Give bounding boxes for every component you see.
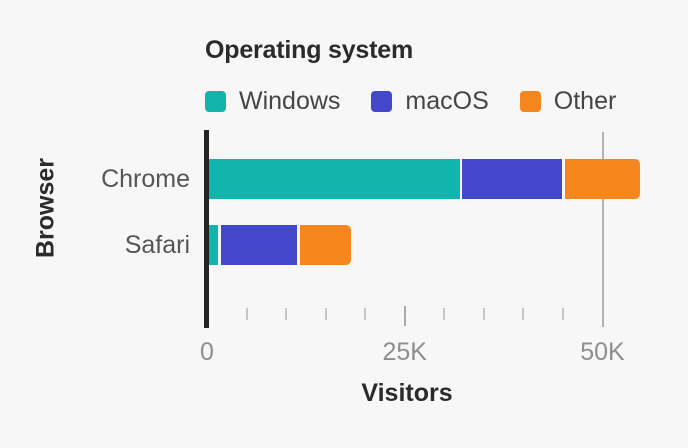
- axis-tick-5000: [245, 308, 248, 320]
- gridline-50000: [601, 132, 604, 327]
- legend-item-windows[interactable]: Windows: [205, 87, 340, 116]
- axis-tick-20000: [364, 308, 367, 320]
- axis-tick-40000: [522, 308, 525, 320]
- legend-item-macos[interactable]: macOS: [371, 87, 489, 116]
- category-label-safari: Safari: [124, 231, 190, 259]
- tick-label-25K: 25K: [382, 338, 427, 366]
- bar-segment-safari-other[interactable]: [299, 225, 352, 265]
- tick-label-50K: 50K: [580, 338, 625, 366]
- bar-segment-chrome-macos[interactable]: [462, 159, 563, 199]
- legend-title: Operating system: [205, 36, 413, 64]
- legend-item-other[interactable]: Other: [519, 87, 617, 116]
- axis-tick-15000: [324, 308, 327, 320]
- legend-swatch-windows: [205, 91, 226, 112]
- bar-segment-chrome-other[interactable]: [564, 159, 641, 199]
- axis-tick-30000: [443, 308, 446, 320]
- legend-swatch-other: [519, 91, 541, 112]
- legend-swatch-macos: [371, 91, 393, 112]
- x-axis-title: Visitors: [361, 379, 453, 407]
- legend: Windows macOS Other: [205, 87, 616, 116]
- bar-segment-chrome-windows[interactable]: [209, 159, 460, 199]
- bar-segment-safari-windows[interactable]: [209, 225, 219, 265]
- axis-tick-10000: [285, 308, 288, 320]
- legend-label: macOS: [405, 87, 489, 115]
- axis-tick-25000: [403, 306, 406, 326]
- tick-label-0: 0: [200, 338, 214, 366]
- y-axis-line: [204, 130, 209, 328]
- axis-tick-35000: [482, 308, 485, 320]
- legend-label: Other: [553, 87, 617, 115]
- legend-label: Windows: [239, 87, 341, 115]
- category-label-chrome: Chrome: [101, 165, 190, 193]
- bar-segment-safari-macos[interactable]: [220, 225, 298, 265]
- axis-tick-45000: [561, 308, 564, 320]
